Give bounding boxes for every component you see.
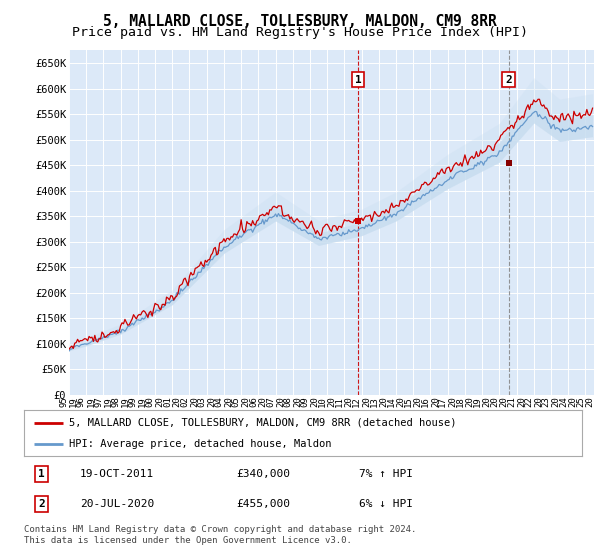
Text: 19-OCT-2011: 19-OCT-2011	[80, 469, 154, 479]
Text: 5, MALLARD CLOSE, TOLLESBURY, MALDON, CM9 8RR: 5, MALLARD CLOSE, TOLLESBURY, MALDON, CM…	[103, 14, 497, 29]
Text: Contains HM Land Registry data © Crown copyright and database right 2024.
This d: Contains HM Land Registry data © Crown c…	[24, 525, 416, 545]
Text: £340,000: £340,000	[236, 469, 290, 479]
Text: HPI: Average price, detached house, Maldon: HPI: Average price, detached house, Mald…	[68, 439, 331, 449]
Text: 20-JUL-2020: 20-JUL-2020	[80, 499, 154, 509]
Text: 2: 2	[505, 74, 512, 85]
Text: 1: 1	[355, 74, 362, 85]
Text: Price paid vs. HM Land Registry's House Price Index (HPI): Price paid vs. HM Land Registry's House …	[72, 26, 528, 39]
Text: 5, MALLARD CLOSE, TOLLESBURY, MALDON, CM9 8RR (detached house): 5, MALLARD CLOSE, TOLLESBURY, MALDON, CM…	[68, 418, 456, 428]
Text: 1: 1	[38, 469, 45, 479]
Text: 2: 2	[38, 499, 45, 509]
Text: £455,000: £455,000	[236, 499, 290, 509]
Text: 6% ↓ HPI: 6% ↓ HPI	[359, 499, 413, 509]
Text: 7% ↑ HPI: 7% ↑ HPI	[359, 469, 413, 479]
